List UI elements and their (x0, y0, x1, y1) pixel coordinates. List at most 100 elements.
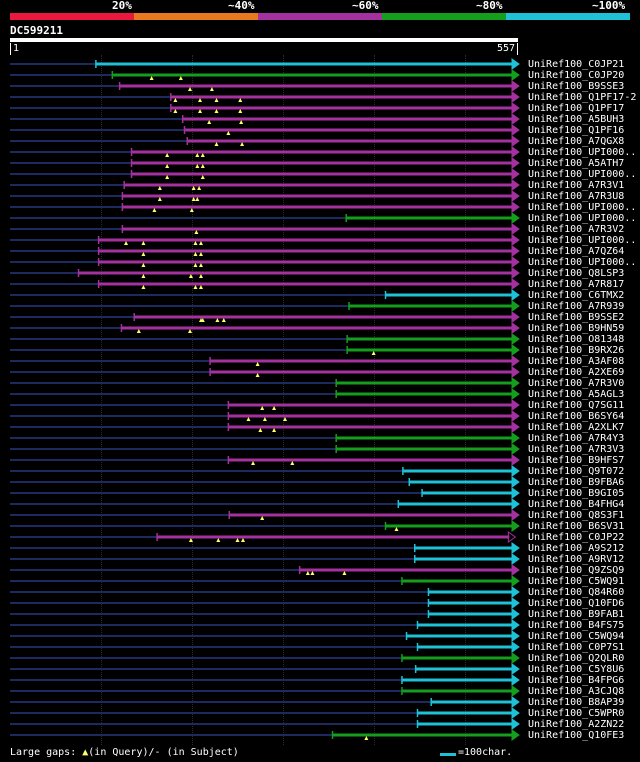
hit-label[interactable]: UniRef100_Q84R60 (528, 587, 625, 598)
hit-label[interactable]: UniRef100_UPI000.. (528, 213, 637, 224)
hit-label[interactable]: UniRef100_C5WPR0 (528, 708, 625, 719)
hit-end-arrow (511, 245, 520, 257)
hit-label[interactable]: UniRef100_A3AF08 (528, 356, 625, 367)
hit-end-arrow (511, 641, 520, 653)
hit-label[interactable]: UniRef100_A7R3V3 (528, 444, 625, 455)
hit-label[interactable]: UniRef100_A5BUH3 (528, 114, 625, 125)
hit-label[interactable]: UniRef100_A7QZ64 (528, 246, 625, 257)
hit-label[interactable]: UniRef100_Q1PF17 (528, 103, 625, 114)
query-gap-marker-icon (260, 516, 265, 520)
identity-80-label: ~80% (476, 0, 503, 12)
query-gap-marker-icon (173, 109, 178, 113)
hit-end-arrow (511, 223, 520, 235)
hit-label[interactable]: UniRef100_C0JP21 (528, 59, 625, 70)
hit-end-arrow (511, 718, 520, 730)
hit-label[interactable]: UniRef100_B8AP39 (528, 697, 625, 708)
hit-label[interactable]: UniRef100_Q1PF16 (528, 125, 625, 136)
hit-label[interactable]: UniRef100_B9HFS7 (528, 455, 625, 466)
query-gap-marker-icon (246, 417, 251, 421)
query-gap-marker-icon (214, 142, 219, 146)
query-gap-marker-icon (240, 142, 245, 146)
query-gap-marker-icon (193, 241, 198, 245)
hit-label[interactable]: UniRef100_C5Y8U6 (528, 664, 625, 675)
hit-end-arrow (511, 729, 520, 741)
hit-label[interactable]: UniRef100_A7R3V1 (528, 180, 625, 191)
hit-label[interactable]: UniRef100_UPI000.. (528, 235, 637, 246)
hit-label[interactable]: UniRef100_Q1PF17-2 (528, 92, 637, 103)
hit-label[interactable]: UniRef100_Q10FD6 (528, 598, 625, 609)
hit-label[interactable]: UniRef100_C5WQ94 (528, 631, 625, 642)
hit-end-arrow (511, 619, 520, 631)
query-gap-marker-icon (189, 208, 194, 212)
hit-label[interactable]: UniRef100_UPI000.. (528, 257, 637, 268)
hit-label[interactable]: UniRef100_UPI000.. (528, 147, 637, 158)
hit-label[interactable]: UniRef100_A9S212 (528, 543, 625, 554)
query-gap-marker-icon (272, 428, 277, 432)
hit-label[interactable]: UniRef100_A7QGX8 (528, 136, 625, 147)
hit-label[interactable]: UniRef100_Q8LSP3 (528, 268, 625, 279)
query-gap-marker-icon (238, 98, 243, 102)
query-gap-marker-icon (165, 153, 170, 157)
hit-label[interactable]: UniRef100_A2XLK7 (528, 422, 625, 433)
hit-label[interactable]: UniRef100_A7R3V2 (528, 224, 625, 235)
hit-label[interactable]: UniRef100_B9SSE2 (528, 312, 625, 323)
hit-label[interactable]: UniRef100_Q8S3F1 (528, 510, 625, 521)
hit-label[interactable]: UniRef100_A2XE69 (528, 367, 625, 378)
hit-end-arrow (511, 91, 520, 103)
hit-end-arrow (511, 498, 520, 510)
hit-label[interactable]: UniRef100_B9HN59 (528, 323, 625, 334)
hit-label[interactable]: UniRef100_B9FAB1 (528, 609, 625, 620)
identity-20-label: 20% (112, 0, 132, 12)
hit-label[interactable]: UniRef100_Q9T072 (528, 466, 625, 477)
hit-label[interactable]: UniRef100_A5ATH7 (528, 158, 625, 169)
hit-label[interactable]: UniRef100_B9FBA6 (528, 477, 625, 488)
hit-label[interactable]: UniRef100_B4FHG4 (528, 499, 625, 510)
hit-end-arrow (511, 289, 520, 301)
hit-label[interactable]: UniRef100_B6SY64 (528, 411, 625, 422)
hit-end-arrow (507, 531, 517, 543)
hit-label[interactable]: UniRef100_B9GI05 (528, 488, 625, 499)
hit-label[interactable]: UniRef100_A2ZN22 (528, 719, 625, 730)
grid-line (374, 55, 376, 745)
hit-label[interactable]: UniRef100_C0JP20 (528, 70, 625, 81)
hit-label[interactable]: UniRef100_C0JP22 (528, 532, 625, 543)
query-id[interactable]: DC599211 (10, 24, 63, 37)
grid-line (101, 55, 103, 745)
hit-label[interactable]: UniRef100_B9SSE3 (528, 81, 625, 92)
hit-end-arrow (511, 476, 520, 488)
hit-label[interactable]: UniRef100_B6SV31 (528, 521, 625, 532)
hit-end-arrow (511, 212, 520, 224)
hit-label[interactable]: UniRef100_Q10FE3 (528, 730, 625, 741)
query-gap-marker-icon (215, 318, 220, 322)
hit-label[interactable]: UniRef100_C6TMX2 (528, 290, 625, 301)
query-start: 1 (13, 43, 20, 54)
hit-label[interactable]: UniRef100_Q9ZSQ9 (528, 565, 625, 576)
hit-label[interactable]: UniRef100_B4FPG6 (528, 675, 625, 686)
query-gap-marker-icon (194, 230, 199, 234)
hit-end-arrow (511, 157, 520, 169)
hit-end-arrow (511, 322, 520, 334)
hit-label[interactable]: UniRef100_O81348 (528, 334, 625, 345)
hit-label[interactable]: UniRef100_UPI000.. (528, 169, 637, 180)
hit-label[interactable]: UniRef100_A7R817 (528, 279, 625, 290)
query-gap-marker-icon (262, 417, 267, 421)
hit-label[interactable]: UniRef100_A3CJQ8 (528, 686, 625, 697)
hit-label[interactable]: UniRef100_UPI000.. (528, 202, 637, 213)
hit-end-arrow (511, 454, 520, 466)
hit-label[interactable]: UniRef100_A9RV12 (528, 554, 625, 565)
identity-80-swatch (382, 13, 506, 20)
hit-label[interactable]: UniRef100_B4FS75 (528, 620, 625, 631)
hit-label[interactable]: UniRef100_A5AGL3 (528, 389, 625, 400)
hit-label[interactable]: UniRef100_B9RX26 (528, 345, 625, 356)
hit-label[interactable]: UniRef100_A7R4Y3 (528, 433, 625, 444)
hit-label[interactable]: UniRef100_C0P7S1 (528, 642, 625, 653)
hit-label[interactable]: UniRef100_A7R3V0 (528, 378, 625, 389)
hit-label[interactable]: UniRef100_Q7SG11 (528, 400, 625, 411)
query-gap-marker-icon (200, 318, 205, 322)
hit-end-arrow (511, 124, 520, 136)
hit-end-arrow (511, 377, 520, 389)
hit-label[interactable]: UniRef100_A7R3U8 (528, 191, 625, 202)
hit-label[interactable]: UniRef100_A7R939 (528, 301, 625, 312)
hit-label[interactable]: UniRef100_Q2QLR0 (528, 653, 625, 664)
hit-label[interactable]: UniRef100_C5WQ91 (528, 576, 625, 587)
